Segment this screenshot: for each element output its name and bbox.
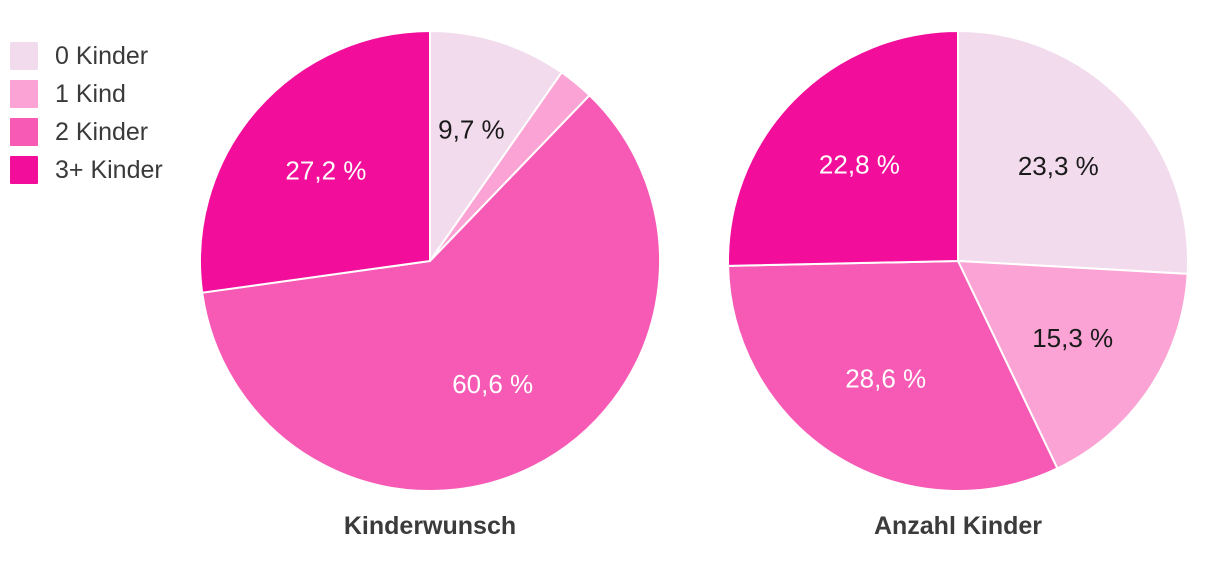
pie-chart-kinderwunsch: 9,7 % 60,6 % 27,2 % Kinderwunsch xyxy=(199,30,661,541)
legend-item-0-kinder: 0 Kinder xyxy=(10,42,163,70)
pie-slice-label: 27,2 % xyxy=(285,155,366,185)
pie-slice-label: 60,6 % xyxy=(452,369,533,399)
legend-swatch-0-kinder xyxy=(10,42,38,70)
legend-swatch-2-kinder xyxy=(10,118,38,146)
pie-slice-2-kinder xyxy=(727,260,1059,492)
pie-slice-label: 15,3 % xyxy=(1032,323,1113,353)
pie-kinderwunsch-svg: 9,7 % 60,6 % 27,2 % xyxy=(199,30,661,492)
pie-chart-anzahl-kinder: 23,3 % 15,3 % 28,6 % 22,8 % Anzahl Kinder xyxy=(727,30,1189,541)
pie-slice-label: 9,7 % xyxy=(438,114,505,144)
pie-slice-label: 23,3 % xyxy=(1018,151,1099,181)
pie-slice-0-kinder xyxy=(957,30,1189,275)
chart-title-kinderwunsch: Kinderwunsch xyxy=(343,512,517,540)
pie-slice-label: 28,6 % xyxy=(845,364,926,394)
legend-item-2-kinder: 2 Kinder xyxy=(10,118,163,146)
pie-slice-label: 22,8 % xyxy=(819,149,900,179)
pie-slice-1-kind xyxy=(957,260,1189,470)
pie-slice-0-kinder xyxy=(429,30,563,262)
pie-anzahl-kinder-svg: 23,3 % 15,3 % 28,6 % 22,8 % xyxy=(727,30,1189,492)
legend-label: 0 Kinder xyxy=(55,42,149,70)
chart-title-anzahl-kinder: Anzahl Kinder xyxy=(873,512,1043,540)
pie-slice-2-kinder xyxy=(201,94,661,492)
pie-slice-3-kinder xyxy=(727,30,959,267)
pie-slice-3-kinder xyxy=(199,30,431,294)
legend-label: 2 Kinder xyxy=(55,118,149,146)
legend-label: 3+ Kinder xyxy=(55,156,163,184)
legend-swatch-3plus-kinder xyxy=(10,156,38,184)
legend-swatch-1-kind xyxy=(10,80,38,108)
legend-item-3plus-kinder: 3+ Kinder xyxy=(10,156,163,184)
legend-item-1-kind: 1 Kind xyxy=(10,80,163,108)
legend-label: 1 Kind xyxy=(55,80,126,108)
legend: 0 Kinder 1 Kind 2 Kinder 3+ Kinder xyxy=(10,42,163,184)
